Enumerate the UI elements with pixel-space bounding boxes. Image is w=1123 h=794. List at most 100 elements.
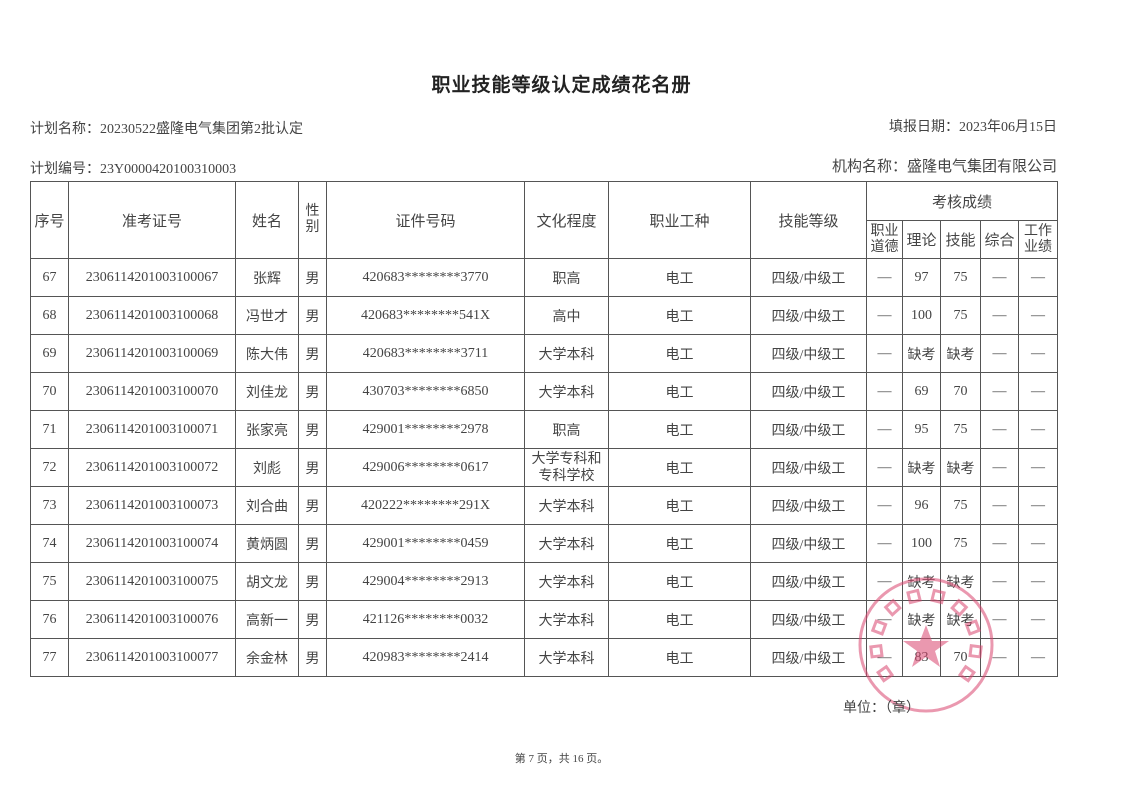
cell-gender: 男 [298,448,327,487]
cell-skill: 缺考 [940,600,981,639]
cell-ethics: — [866,448,903,487]
cell-occupation: 电工 [608,638,751,677]
cell-name: 刘佳龙 [235,372,299,411]
cell-exam-no: 2306114201003100075 [68,562,236,601]
cell-occupation: 电工 [608,410,751,449]
cell-gender: 男 [298,638,327,677]
cell-exam-no: 2306114201003100068 [68,296,236,335]
cell-education: 职高 [524,410,609,449]
cell-skill: 75 [940,258,981,297]
cell-overall: — [980,524,1019,563]
cell-level: 四级/中级工 [750,562,867,601]
cell-seq: 69 [30,334,69,373]
cell-gender: 男 [298,486,327,525]
cell-name: 余金林 [235,638,299,677]
cell-level: 四级/中级工 [750,372,867,411]
cell-theory: 69 [902,372,941,411]
cell-level: 四级/中级工 [750,296,867,335]
cell-seq: 68 [30,296,69,335]
cell-ethics: — [866,638,903,677]
cell-work: — [1018,638,1058,677]
table-row: 73 2306114201003100073 刘合曲男 420222********2… [30,486,1058,525]
header-occupation: 职业工种 [608,181,751,259]
cell-level: 四级/中级工 [750,638,867,677]
header-gender: 性别 [298,181,327,259]
cell-work: — [1018,562,1058,601]
cell-level: 四级/中级工 [750,334,867,373]
cell-overall: — [980,638,1019,677]
cell-education: 大学本科 [524,638,609,677]
cell-exam-no: 2306114201003100072 [68,448,236,487]
cell-ethics: — [866,372,903,411]
header-theory: 理论 [902,220,941,259]
cell-skill: 缺考 [940,562,981,601]
cell-seq: 67 [30,258,69,297]
cell-overall: — [980,258,1019,297]
cell-seq: 77 [30,638,69,677]
cell-skill: 75 [940,296,981,335]
header-overall: 综合 [980,220,1019,259]
cell-work: — [1018,296,1058,335]
cell-occupation: 电工 [608,372,751,411]
cell-theory: 96 [902,486,941,525]
unit-seal-label: 单位：（章） [843,701,920,716]
cell-theory: 缺考 [902,334,941,373]
cell-skill: 缺考 [940,448,981,487]
cell-occupation: 电工 [608,258,751,297]
header-exam-no: 准考证号 [68,181,236,259]
cell-gender: 男 [298,410,327,449]
cell-id-no: 430703********6850 [326,372,525,411]
cell-education: 大学本科 [524,334,609,373]
cell-education: 大学本科 [524,486,609,525]
cell-level: 四级/中级工 [750,410,867,449]
cell-ethics: — [866,600,903,639]
cell-exam-no: 2306114201003100073 [68,486,236,525]
cell-id-no: 429006********0617 [326,448,525,487]
cell-occupation: 电工 [608,486,751,525]
cell-work: — [1018,372,1058,411]
cell-ethics: — [866,486,903,525]
cell-ethics: — [866,296,903,335]
cell-name: 张家亮 [235,410,299,449]
cell-education: 职高 [524,258,609,297]
cell-gender: 男 [298,562,327,601]
cell-skill: 75 [940,410,981,449]
cell-overall: — [980,448,1019,487]
cell-work: — [1018,448,1058,487]
cell-seq: 73 [30,486,69,525]
cell-name: 刘彪 [235,448,299,487]
cell-gender: 男 [298,600,327,639]
cell-gender: 男 [298,334,327,373]
cell-education: 大学本科 [524,372,609,411]
cell-occupation: 电工 [608,448,751,487]
cell-name: 张辉 [235,258,299,297]
header-scores: 考核成绩 [866,181,1058,221]
cell-overall: — [980,600,1019,639]
cell-name: 黄炳圆 [235,524,299,563]
cell-seq: 74 [30,524,69,563]
cell-id-no: 429004********2913 [326,562,525,601]
cell-name: 陈大伟 [235,334,299,373]
header-level: 技能等级 [750,181,867,259]
cell-work: — [1018,486,1058,525]
cell-id-no: 429001********0459 [326,524,525,563]
cell-id-no: 420983********2414 [326,638,525,677]
header-ethics: 职业道德 [866,220,903,259]
cell-overall: — [980,410,1019,449]
cell-education: 高中 [524,296,609,335]
table-row: 67 2306114201003100067 张辉男 420683********37… [30,258,1058,297]
cell-work: — [1018,334,1058,373]
cell-skill: 70 [940,372,981,411]
cell-id-no: 420222********291X [326,486,525,525]
cell-work: — [1018,600,1058,639]
header-education: 文化程度 [524,181,609,259]
cell-skill: 75 [940,486,981,525]
cell-education: 大学本科 [524,600,609,639]
cell-level: 四级/中级工 [750,600,867,639]
cell-theory: 100 [902,296,941,335]
cell-exam-no: 2306114201003100067 [68,258,236,297]
cell-education: 大学专科和专科学校 [524,448,609,487]
table-row: 68 2306114201003100068 冯世才男 420683********5… [30,296,1058,335]
cell-occupation: 电工 [608,296,751,335]
header-seq: 序号 [30,181,69,259]
